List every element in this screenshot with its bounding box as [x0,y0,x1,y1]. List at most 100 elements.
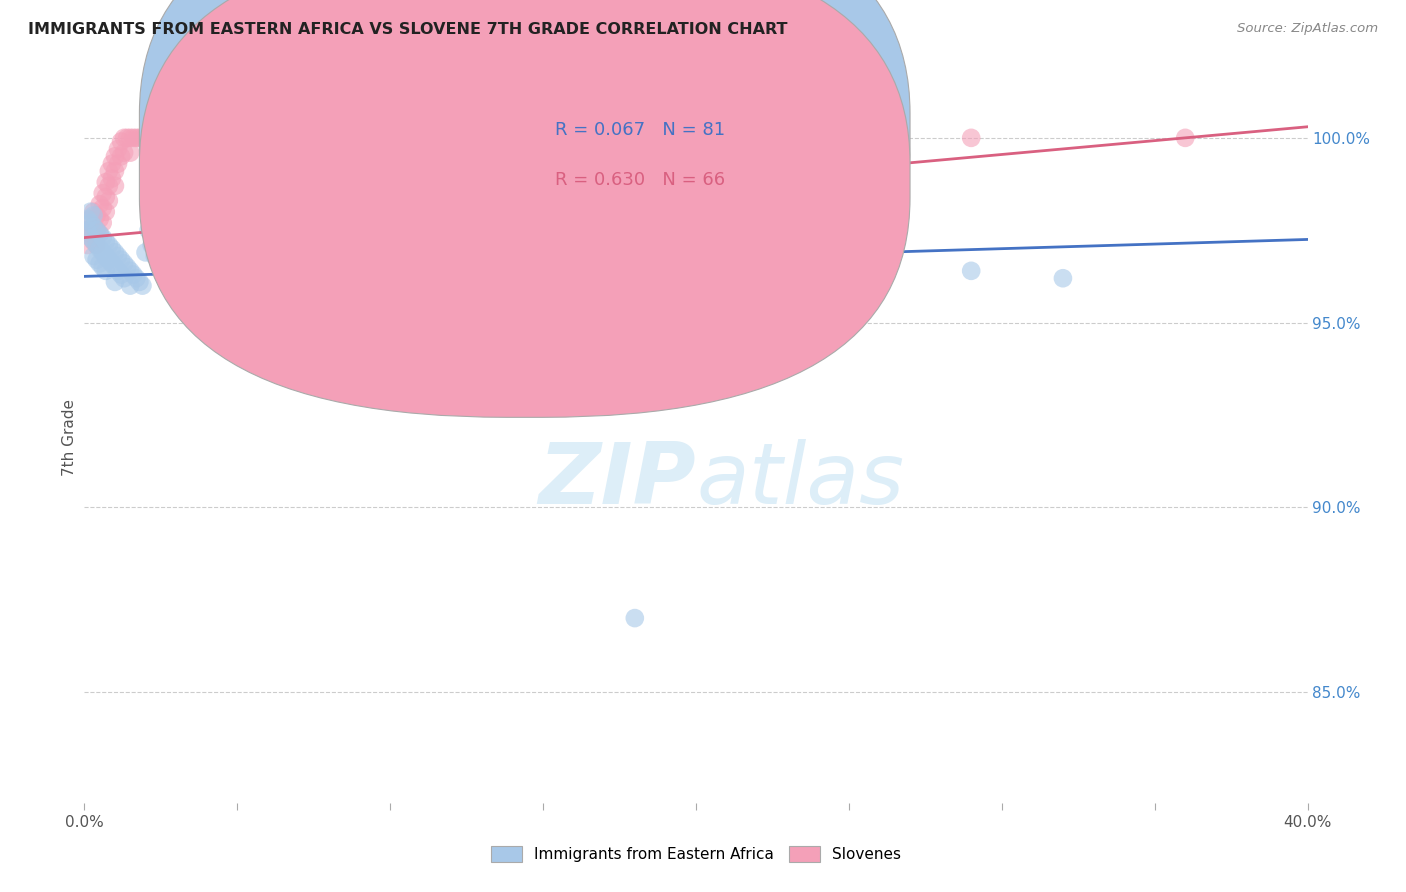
Point [86,209,108,223]
Point [107,157,129,171]
Point [302,249,325,263]
Point [83,204,105,219]
Point [101,242,124,256]
Point [257,131,280,145]
Point [110,252,132,267]
Point [180,131,202,145]
Point [79,216,101,230]
Point [112,271,135,285]
Point [104,260,127,274]
Text: R = 0.067   N = 81: R = 0.067 N = 81 [555,121,725,139]
Point [97,194,120,208]
Point [190,131,212,145]
Point [86,252,108,267]
Point [101,256,124,270]
Point [101,171,124,186]
Point [94,235,117,249]
Point [624,611,647,625]
Point [165,235,187,249]
Text: IMMIGRANTS FROM EASTERN AFRICA VS SLOVENE 7TH GRADE CORRELATION CHART: IMMIGRANTS FROM EASTERN AFRICA VS SLOVEN… [28,22,787,37]
Point [159,256,181,270]
Point [110,149,132,163]
Point [122,131,145,145]
Point [89,227,111,241]
Point [349,249,371,263]
Point [83,249,105,263]
Point [101,157,124,171]
Point [502,252,524,267]
Point [89,242,111,256]
Point [1174,131,1197,145]
Point [153,131,176,145]
Point [115,260,138,274]
Point [120,145,142,160]
Point [172,260,194,274]
Point [149,131,172,145]
Point [104,275,127,289]
Point [83,209,105,223]
Point [153,245,176,260]
Point [94,190,117,204]
Point [89,197,111,211]
Point [333,235,356,249]
Point [593,278,616,293]
Point [83,235,105,249]
Point [76,223,98,237]
Point [79,230,101,244]
Point [201,268,224,282]
Point [79,212,101,227]
Point [97,164,120,178]
Point [138,223,160,237]
Point [76,223,98,237]
Point [122,268,145,282]
Point [104,178,127,193]
Point [110,135,132,149]
Point [83,219,105,234]
FancyBboxPatch shape [482,104,831,218]
Point [135,245,157,260]
Point [86,223,108,237]
Point [146,131,169,145]
Point [76,238,98,252]
Point [440,249,463,263]
Legend: Immigrants from Eastern Africa, Slovenes: Immigrants from Eastern Africa, Slovenes [485,840,907,868]
Point [97,238,120,252]
Point [471,268,494,282]
Text: atlas: atlas [696,440,904,523]
Point [125,131,148,145]
Point [131,131,153,145]
Point [89,256,111,270]
Point [143,131,166,145]
Point [159,131,181,145]
Point [318,260,340,274]
Point [138,131,160,145]
Point [86,238,108,252]
Point [128,275,150,289]
Point [807,275,830,289]
Point [141,131,163,145]
Point [91,186,114,201]
Point [104,149,127,163]
Point [104,164,127,178]
Point [190,252,212,267]
Point [104,245,127,260]
Point [91,201,114,215]
Point [349,131,371,145]
Point [172,131,194,145]
Point [128,131,150,145]
Point [107,142,129,156]
Point [120,278,142,293]
Point [380,131,402,145]
Point [97,252,120,267]
Point [115,131,138,145]
Point [112,256,135,270]
Point [125,271,148,285]
Point [531,131,554,145]
Point [440,131,463,145]
Point [180,242,202,256]
FancyBboxPatch shape [139,0,910,417]
Point [242,271,264,285]
Point [91,260,114,274]
Point [531,260,554,274]
Point [83,219,105,234]
